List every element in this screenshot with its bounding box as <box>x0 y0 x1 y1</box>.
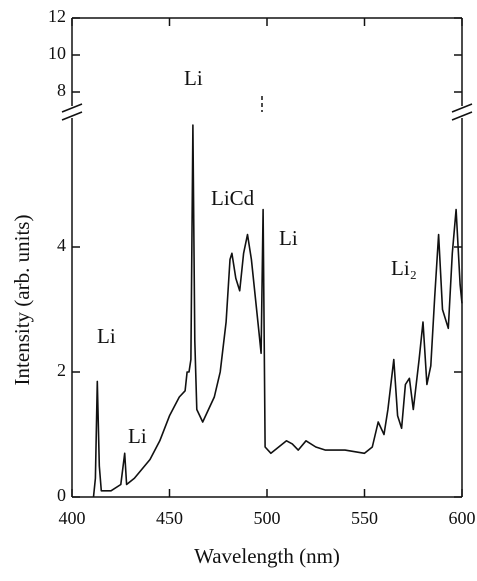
annotation: Li <box>279 226 298 250</box>
annotation: LiCd <box>211 186 255 210</box>
y-tick-label: 8 <box>57 80 66 100</box>
spectrum-line <box>92 124 463 498</box>
y-tick-label: 0 <box>57 485 66 505</box>
y-tick-label: 4 <box>57 235 66 255</box>
axis-break <box>451 103 473 113</box>
annotation: Li <box>128 424 147 448</box>
x-tick-label: 450 <box>156 508 183 528</box>
x-tick-label: 600 <box>449 508 476 528</box>
axis-break <box>61 111 83 121</box>
y-tick-label: 2 <box>57 360 66 380</box>
annotation: Li₂ <box>391 256 417 280</box>
y-axis-title: Intensity (arb. units) <box>10 215 34 386</box>
axis-break <box>61 103 83 113</box>
x-axis-title: Wavelength (nm) <box>194 544 340 568</box>
x-tick-label: 550 <box>351 508 378 528</box>
x-tick-label: 400 <box>59 508 86 528</box>
annotation: Li <box>184 66 203 90</box>
x-tick-label: 500 <box>254 508 281 528</box>
axis-break <box>451 111 473 121</box>
y-tick-label: 12 <box>48 6 66 26</box>
y-tick-label: 10 <box>48 43 66 63</box>
annotation: Li <box>97 324 116 348</box>
